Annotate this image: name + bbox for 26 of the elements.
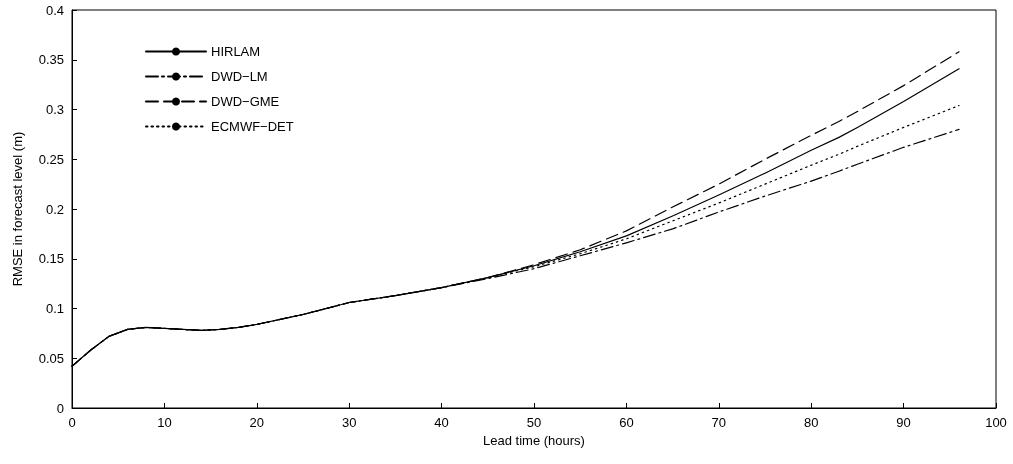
y-axis-title: RMSE in forecast level (m): [10, 131, 25, 287]
x-tick-label: 80: [803, 415, 819, 430]
x-tick-label: 0: [68, 415, 76, 430]
x-tick-label: 70: [711, 415, 727, 430]
x-axis-title: Lead time (hours): [483, 432, 585, 448]
y-tick-label: 0.25: [38, 151, 64, 167]
legend-label: DWD−LM: [211, 69, 268, 84]
x-tick-label: 10: [157, 415, 172, 430]
x-tick-label: 100: [985, 415, 1007, 430]
x-tick-label: 90: [896, 415, 911, 430]
y-tick-label: 0.2: [45, 201, 64, 217]
x-tick-label: 30: [341, 415, 357, 430]
x-tick-label: 20: [249, 415, 265, 430]
y-tick-label: 0: [56, 400, 64, 416]
legend-label: DWD−GME: [211, 94, 280, 109]
y-tick-label: 0.05: [38, 350, 64, 366]
y-tick-label: 0.3: [45, 102, 64, 117]
y-tick-label: 0.4: [45, 2, 64, 18]
x-tick-label: 50: [526, 415, 542, 430]
y-tick-label: 0.1: [45, 301, 64, 316]
y-tick-label: 0.15: [38, 251, 64, 267]
x-tick-label: 60: [619, 415, 634, 430]
y-tick-label: 0.35: [38, 52, 64, 68]
legend-label: ECMWF−DET: [211, 119, 294, 134]
legend-label: HIRLAM: [211, 44, 261, 59]
x-tick-label: 40: [434, 415, 449, 430]
